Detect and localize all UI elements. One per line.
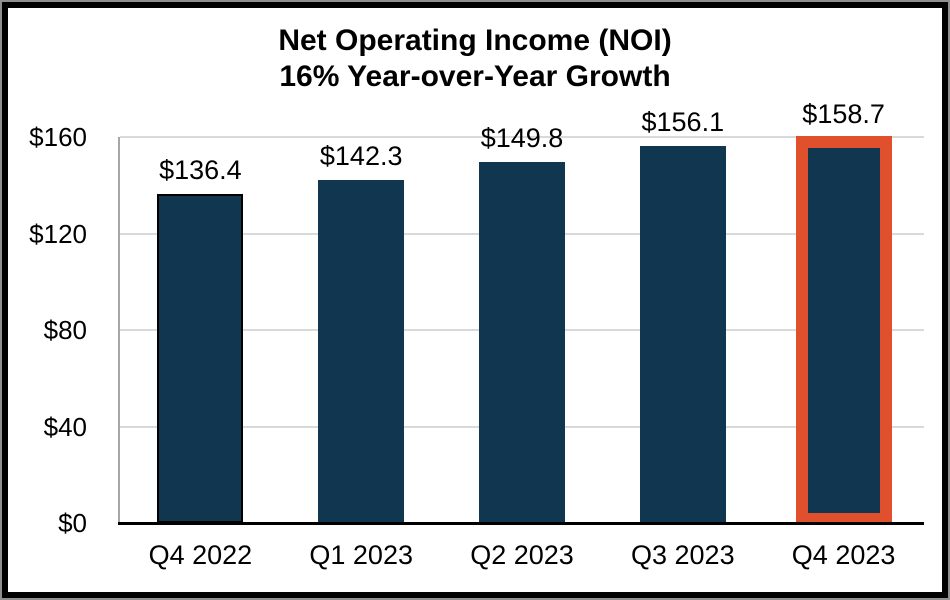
x-category-label: Q4 2023 [791,540,896,570]
y-axis-line [118,137,120,524]
y-axis-tick-label: $0 [58,508,87,538]
bar [800,140,887,523]
x-category-label: Q1 2023 [309,540,413,570]
x-axis-line [118,522,924,525]
y-axis-tick-label: $120 [29,218,87,249]
bar-value-label: $142.3 [319,140,403,171]
chart-title-line2: 16% Year-over-Year Growth [279,60,671,93]
chart-title-line1: Net Operating Income (NOI) [278,24,672,57]
y-axis-tick-label: $40 [43,411,87,442]
bar [318,179,405,523]
bar-value-label: $156.1 [641,107,725,138]
bar [157,193,244,523]
chart-title: Net Operating Income (NOI) 16% Year-over… [2,23,948,95]
x-category-label: Q3 2023 [631,540,735,570]
bar [479,161,565,523]
gridline [120,136,924,138]
bar-value-label: $136.4 [159,154,242,185]
y-axis-tick-label: $160 [29,122,87,152]
bar-value-label: $149.8 [480,122,564,153]
x-category-label: Q2 2023 [470,540,574,570]
y-axis-tick-label: $80 [43,315,87,345]
bar-value-label: $158.7 [802,99,885,130]
bar [639,146,726,523]
bar-highlight-ring [795,136,892,525]
x-category-label: Q4 2022 [148,540,253,570]
